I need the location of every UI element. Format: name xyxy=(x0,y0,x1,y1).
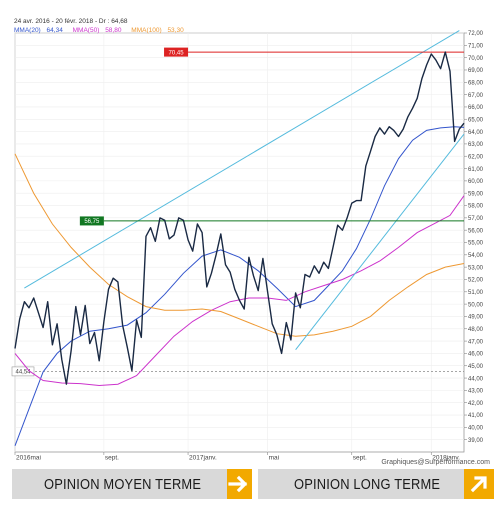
opinion-medium-term[interactable]: OPINION MOYEN TERME xyxy=(12,469,252,499)
x-tick-label: 2017janv. xyxy=(189,455,217,462)
chart-credit: Graphiques@Surperformance.com xyxy=(381,459,490,466)
y-tick-label: 51,00 xyxy=(468,290,484,296)
y-tick-label: 56,00 xyxy=(468,228,484,234)
y-tick-label: 49,00 xyxy=(468,315,484,321)
reference-level-box xyxy=(11,366,35,377)
up-right-arrow-icon xyxy=(464,469,494,499)
chart-legend: MMA(20) 64,34 MMA(50) 58,80 MMA(100) 53,… xyxy=(14,27,192,35)
y-tick-label: 61,00 xyxy=(468,167,484,173)
y-tick-label: 53,00 xyxy=(468,265,484,271)
y-tick-label: 52,00 xyxy=(468,278,484,284)
legend-mma100: MMA(100) 53,30 xyxy=(131,27,184,34)
y-tick-label: 67,00 xyxy=(468,93,484,99)
y-tick-label: 48,00 xyxy=(468,327,484,333)
y-tick-label: 54,00 xyxy=(468,253,484,259)
y-tick-label: 64,00 xyxy=(468,130,484,136)
y-tick-label: 55,00 xyxy=(468,241,484,247)
opinion-medium-term-label: OPINION MOYEN TERME xyxy=(44,475,202,493)
y-tick-label: 45,00 xyxy=(468,364,484,370)
y-tick-label: 65,00 xyxy=(468,117,484,123)
resistance-level-box xyxy=(164,47,189,57)
support-level-label: 56,75 xyxy=(84,219,100,225)
y-tick-label: 63,00 xyxy=(468,142,484,148)
legend-mma50: MMA(50) 58,80 xyxy=(72,27,122,34)
x-tick-label: mai xyxy=(269,455,279,462)
chart-header-range: 24 avr. 2016 - 20 févr. 2018 - Dr : 64,6… xyxy=(14,18,128,25)
y-tick-label: 69,00 xyxy=(468,68,484,74)
right-arrow-icon xyxy=(226,469,252,499)
y-tick-label: 44,00 xyxy=(468,376,484,382)
y-tick-label: 42,00 xyxy=(468,401,484,407)
x-tick-label: sept. xyxy=(105,455,119,462)
y-tick-label: 39,00 xyxy=(468,438,484,444)
y-tick-label: 62,00 xyxy=(468,154,484,160)
y-tick-label: 71,00 xyxy=(468,44,484,50)
resistance-level-label: 70,45 xyxy=(169,50,185,56)
x-tick-label: 2018janv. xyxy=(432,455,460,462)
y-tick-label: 66,00 xyxy=(468,105,484,111)
opinion-long-term-label: OPINION LONG TERME xyxy=(294,475,441,493)
series-mma20 xyxy=(14,126,465,446)
y-tick-label: 40,00 xyxy=(468,426,484,432)
y-tick-label: 68,00 xyxy=(468,80,484,86)
y-tick-label: 46,00 xyxy=(468,352,484,358)
price-chart: 39,00 40,00 41,00 42,00 43,00 44,00 45,00 46,00… xyxy=(11,30,484,462)
y-tick-label: 58,00 xyxy=(468,204,484,210)
opinion-long-term[interactable]: OPINION LONG TERME xyxy=(258,469,494,499)
support-level-box xyxy=(79,216,104,226)
y-tick-label: 59,00 xyxy=(468,191,484,197)
trendline-upper-channel xyxy=(24,30,460,289)
y-tick-label: 50,00 xyxy=(468,302,484,308)
legend-mma20: MMA(20) 64,34 xyxy=(14,27,63,34)
y-tick-label: 72,00 xyxy=(468,31,484,37)
y-tick-label: 60,00 xyxy=(468,179,484,185)
reference-level-label: 44,54 xyxy=(15,370,31,376)
y-tick-label: 57,00 xyxy=(468,216,484,222)
y-tick-label: 41,00 xyxy=(468,413,484,419)
series-price xyxy=(14,51,465,385)
y-tick-label: 47,00 xyxy=(468,339,484,345)
x-tick-label: sept. xyxy=(353,455,367,462)
y-tick-label: 70,00 xyxy=(468,56,484,62)
trendline-lower-channel xyxy=(295,133,465,351)
y-tick-label: 43,00 xyxy=(468,389,484,395)
x-tick-label: 2016mai xyxy=(16,455,41,462)
series-mma100 xyxy=(14,153,465,337)
